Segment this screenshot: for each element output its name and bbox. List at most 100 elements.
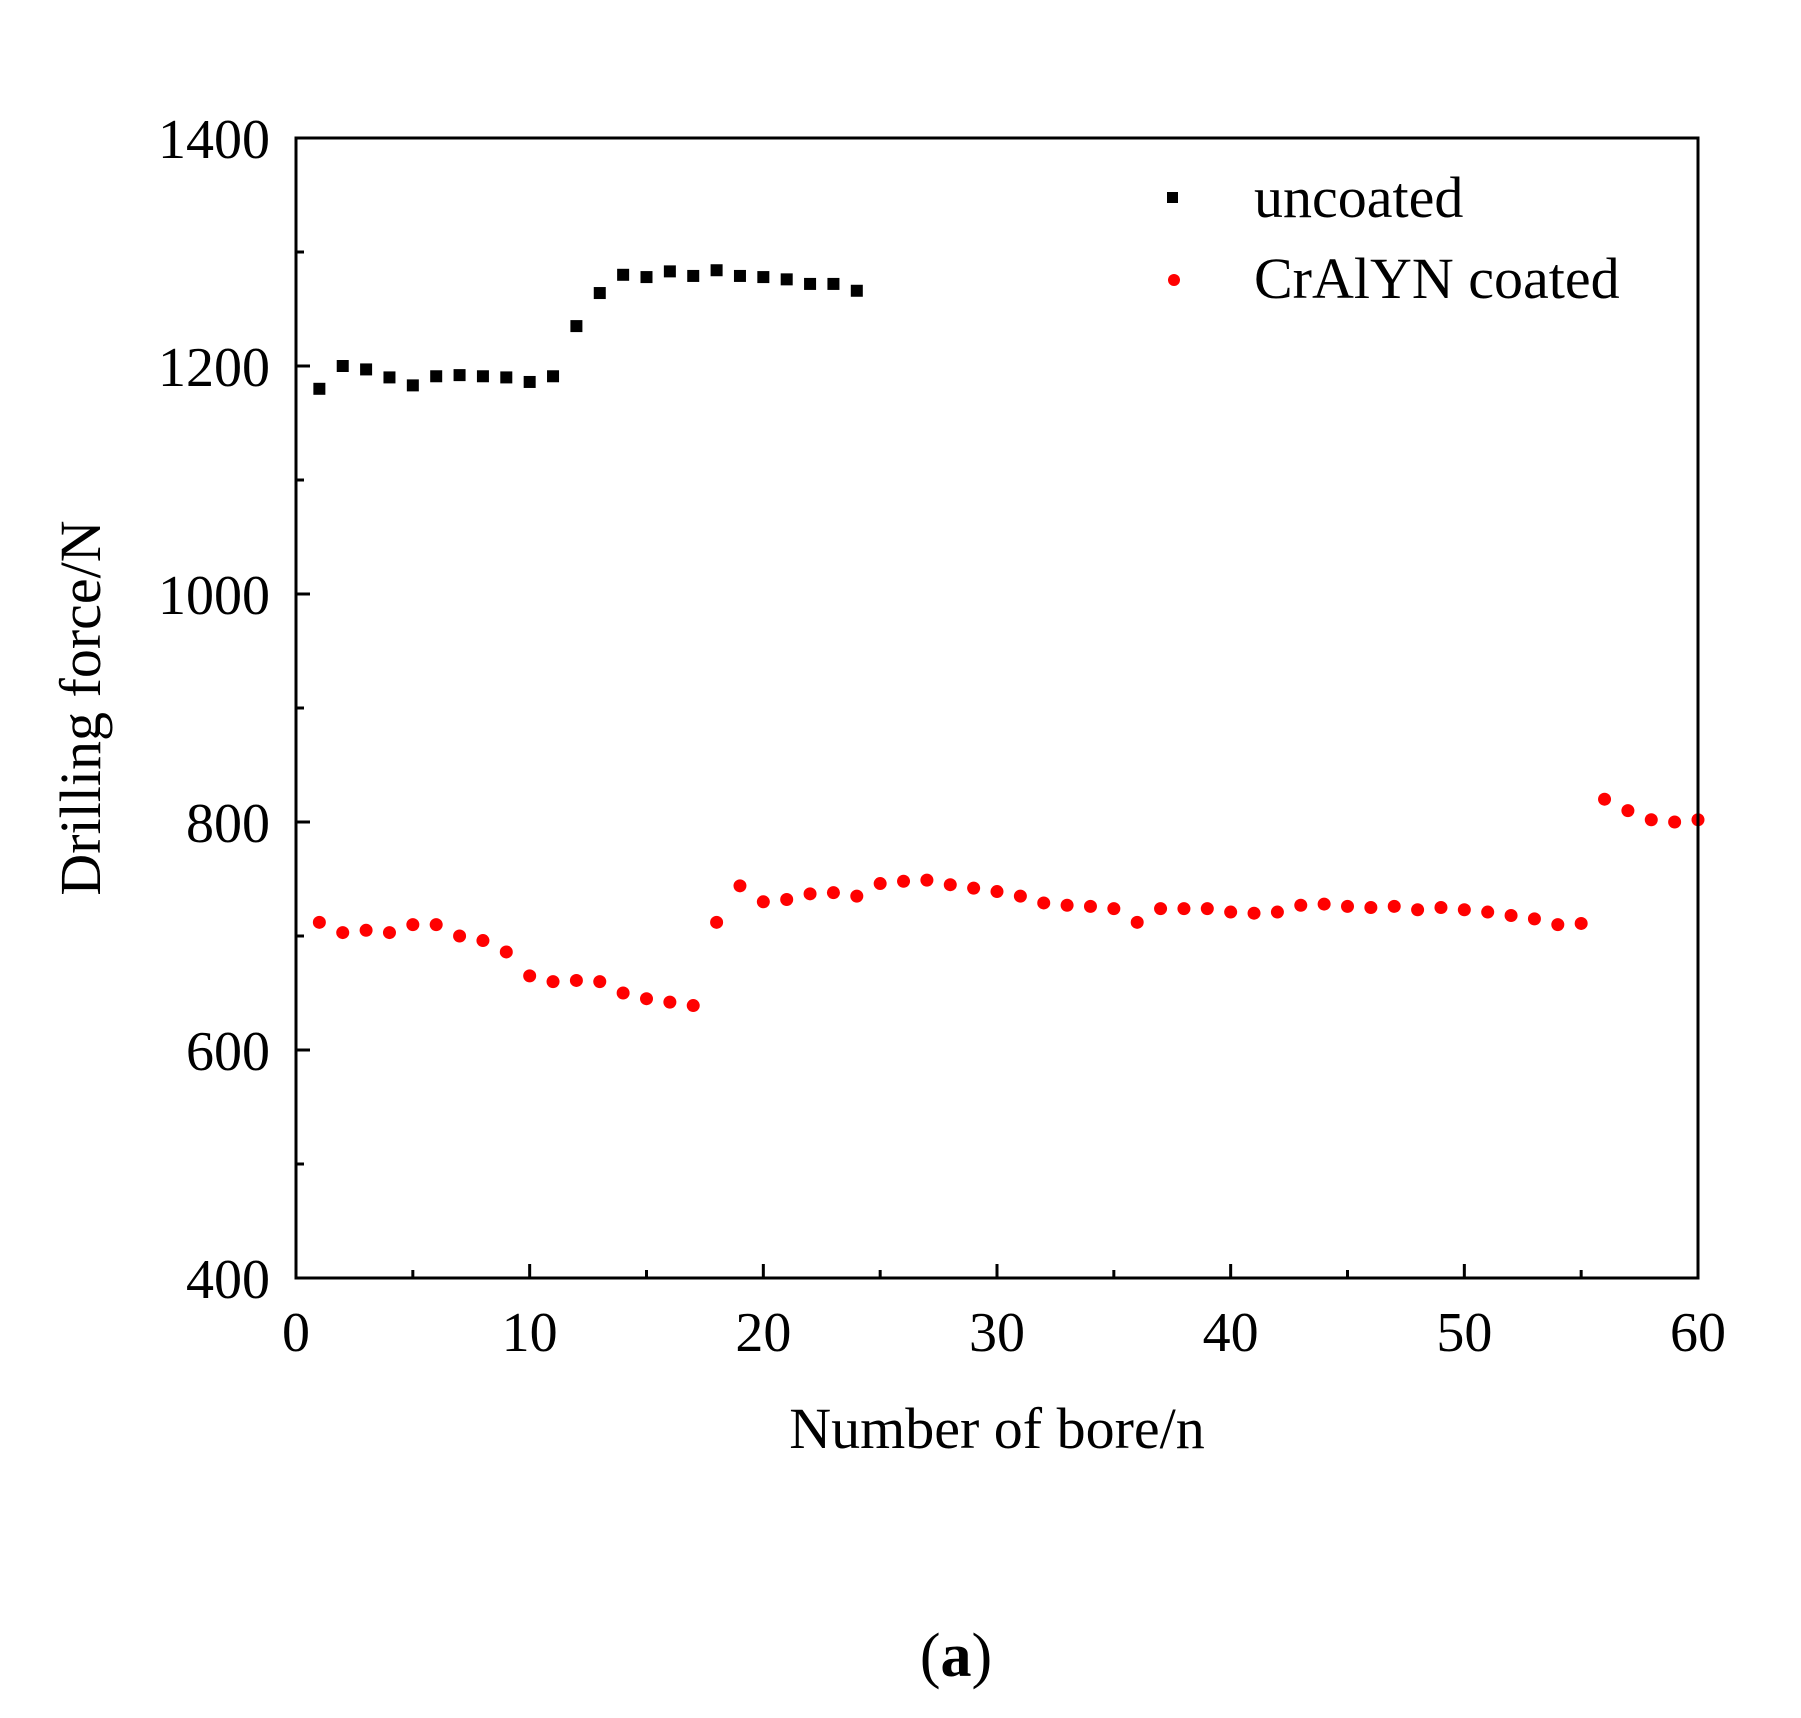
point-cralyn-coated-15 <box>640 992 653 1006</box>
panel-letter: a <box>941 1622 972 1690</box>
point-cralyn-coated-22 <box>803 887 817 901</box>
point-uncoated-9 <box>500 371 513 384</box>
point-uncoated-23 <box>827 277 840 290</box>
point-cralyn-coated-11 <box>546 975 560 989</box>
point-cralyn-coated-27 <box>920 873 934 887</box>
point-cralyn-coated-2 <box>336 926 350 940</box>
point-cralyn-coated-52 <box>1504 908 1518 922</box>
point-uncoated-10 <box>523 375 536 388</box>
point-uncoated-11 <box>547 370 560 383</box>
point-cralyn-coated-43 <box>1294 898 1308 912</box>
point-cralyn-coated-30 <box>990 885 1004 899</box>
point-uncoated-6 <box>430 370 443 383</box>
point-cralyn-coated-39 <box>1200 902 1214 916</box>
x-tick-label-50: 50 <box>1436 1302 1492 1364</box>
point-cralyn-coated-41 <box>1247 906 1261 920</box>
point-cralyn-coated-51 <box>1481 905 1495 919</box>
panel-close-paren: ) <box>972 1622 993 1690</box>
point-cralyn-coated-10 <box>523 969 537 983</box>
point-uncoated-13 <box>593 287 606 300</box>
point-cralyn-coated-55 <box>1574 916 1588 930</box>
point-uncoated-21 <box>780 273 793 286</box>
point-cralyn-coated-19 <box>733 879 747 893</box>
point-cralyn-coated-45 <box>1341 899 1354 913</box>
point-cralyn-coated-16 <box>663 995 677 1009</box>
point-cralyn-coated-13 <box>593 975 607 989</box>
x-tick-label-10: 10 <box>502 1302 558 1364</box>
point-uncoated-5 <box>406 379 419 392</box>
point-cralyn-coated-58 <box>1644 813 1658 827</box>
point-cralyn-coated-28 <box>943 878 957 892</box>
point-cralyn-coated-56 <box>1598 792 1612 806</box>
point-uncoated-12 <box>570 320 583 333</box>
point-cralyn-coated-38 <box>1177 902 1191 916</box>
point-cralyn-coated-46 <box>1364 901 1378 914</box>
point-cralyn-coated-59 <box>1668 815 1682 829</box>
point-cralyn-coated-31 <box>1013 889 1027 903</box>
legend-marker-cralyn-coated <box>1168 274 1180 286</box>
point-cralyn-coated-6 <box>429 918 443 932</box>
y-tick-label-800: 800 <box>186 793 270 855</box>
point-cralyn-coated-37 <box>1154 902 1168 916</box>
x-tick-label-0: 0 <box>282 1302 310 1364</box>
point-cralyn-coated-29 <box>967 881 981 895</box>
x-tick-label-20: 20 <box>735 1302 791 1364</box>
point-cralyn-coated-42 <box>1270 905 1284 919</box>
legend-label-uncoated: uncoated <box>1254 165 1463 230</box>
point-cralyn-coated-21 <box>780 893 794 907</box>
point-cralyn-coated-17 <box>686 999 700 1013</box>
point-uncoated-2 <box>336 360 349 372</box>
point-cralyn-coated-24 <box>850 889 864 903</box>
point-uncoated-19 <box>733 269 746 282</box>
point-cralyn-coated-3 <box>359 923 373 937</box>
point-cralyn-coated-4 <box>382 926 396 940</box>
y-tick-label-1400: 1400 <box>158 109 270 171</box>
point-cralyn-coated-53 <box>1527 912 1541 926</box>
point-uncoated-4 <box>383 371 396 384</box>
point-uncoated-14 <box>617 268 630 281</box>
point-cralyn-coated-25 <box>873 877 887 891</box>
x-axis-label: Number of bore/n <box>789 1396 1205 1461</box>
axis-ticks: 0 10 20 30 40 50 60 400 600 800 1000 1200 1400 <box>158 109 1726 1364</box>
point-uncoated-8 <box>476 370 489 383</box>
point-cralyn-coated-8 <box>476 934 490 948</box>
point-cralyn-coated-7 <box>453 929 467 943</box>
point-cralyn-coated-23 <box>826 886 840 900</box>
point-uncoated-24 <box>850 284 863 297</box>
point-uncoated-17 <box>687 269 700 282</box>
point-cralyn-coated-34 <box>1083 899 1097 913</box>
point-cralyn-coated-44 <box>1317 897 1331 911</box>
x-tick-label-60: 60 <box>1670 1302 1726 1364</box>
point-cralyn-coated-33 <box>1060 898 1074 912</box>
x-tick-label-30: 30 <box>969 1302 1025 1364</box>
point-cralyn-coated-9 <box>499 945 513 959</box>
point-cralyn-coated-36 <box>1130 915 1144 929</box>
y-axis-label: Drilling force/N <box>48 520 113 895</box>
point-uncoated-18 <box>710 264 723 277</box>
point-cralyn-coated-1 <box>312 915 326 929</box>
y-tick-label-1000: 1000 <box>158 565 270 627</box>
point-uncoated-20 <box>757 271 770 284</box>
point-cralyn-coated-20 <box>756 895 770 909</box>
legend-marker-uncoated <box>1167 192 1178 203</box>
point-cralyn-coated-12 <box>569 973 583 987</box>
point-uncoated-7 <box>453 369 466 382</box>
y-tick-label-400: 400 <box>186 1249 270 1311</box>
panel-label: (a) <box>920 1622 992 1690</box>
point-cralyn-coated-5 <box>406 918 420 932</box>
point-uncoated-1 <box>313 382 326 395</box>
panel-open-paren: ( <box>920 1622 941 1690</box>
point-cralyn-coated-50 <box>1457 903 1471 917</box>
point-cralyn-coated-47 <box>1387 899 1401 913</box>
legend-label-cralyn-coated: CrAlYN coated <box>1254 246 1620 311</box>
y-tick-label-600: 600 <box>186 1021 270 1083</box>
point-cralyn-coated-35 <box>1107 902 1121 916</box>
point-cralyn-coated-32 <box>1037 896 1051 910</box>
point-uncoated-3 <box>360 363 373 376</box>
plot-frame <box>294 136 1700 1280</box>
plot-marks <box>312 264 1705 1013</box>
point-cralyn-coated-48 <box>1411 903 1425 917</box>
point-uncoated-16 <box>663 265 676 278</box>
